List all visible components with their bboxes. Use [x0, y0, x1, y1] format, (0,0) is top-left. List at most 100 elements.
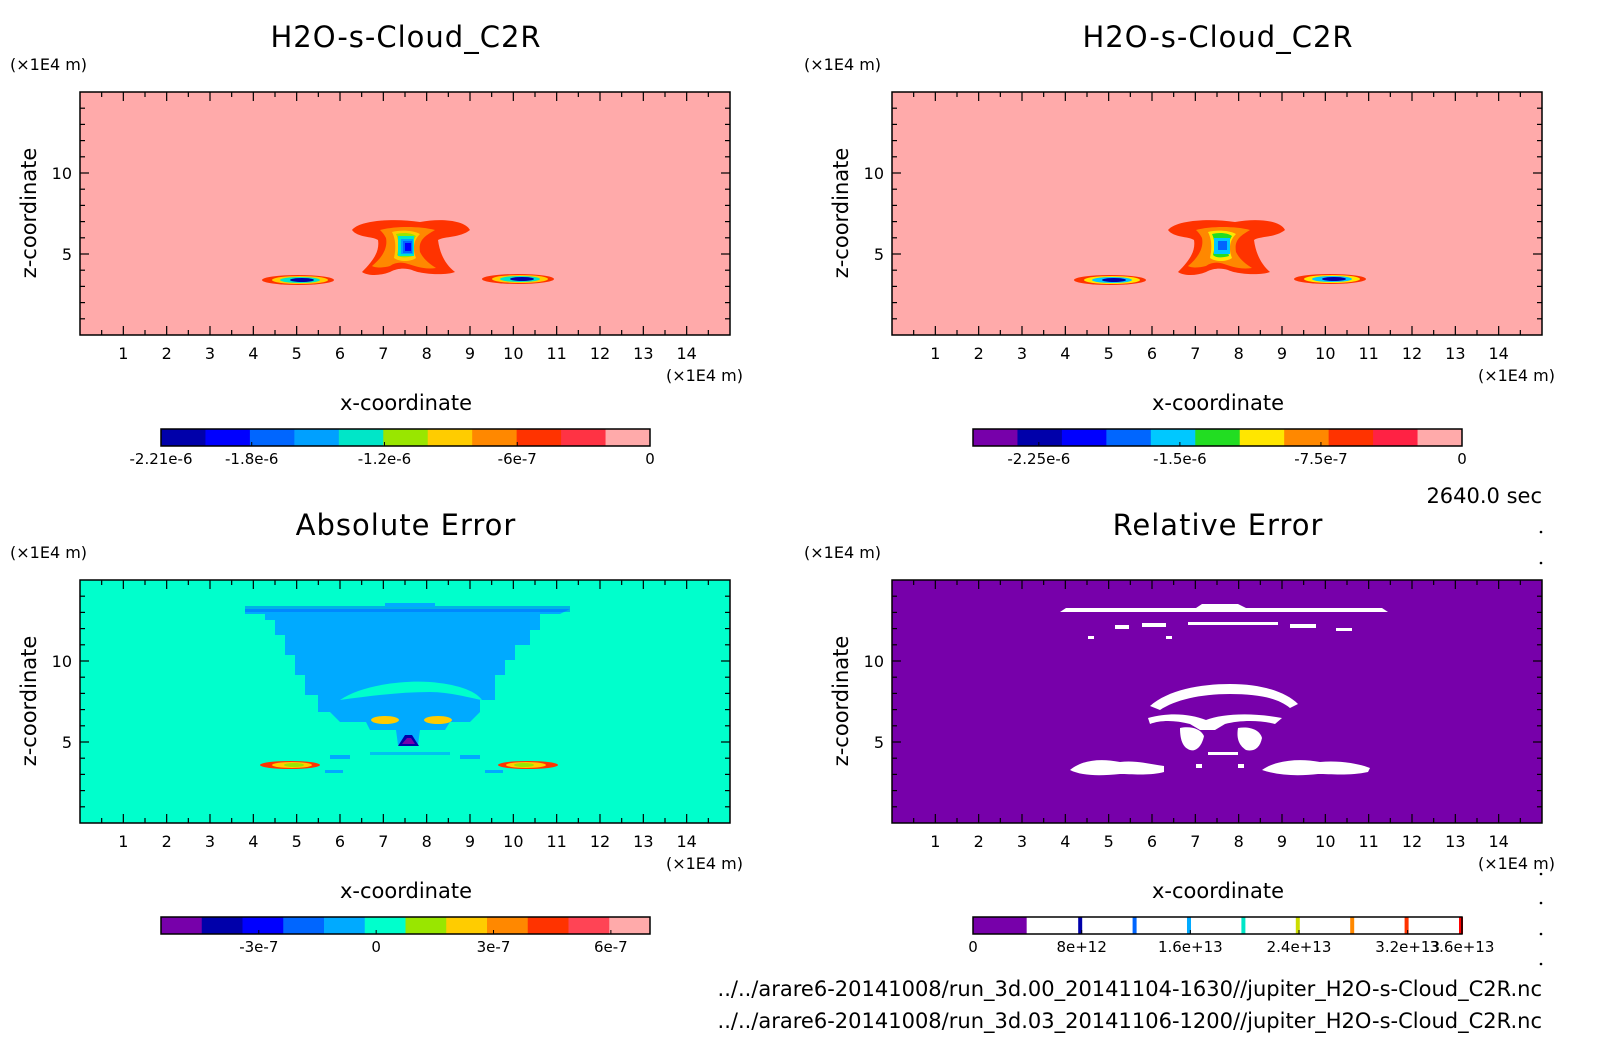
x-axis-title: x-coordinate	[340, 391, 472, 415]
contour-core-deep	[405, 243, 411, 251]
colorbar-segment	[527, 917, 569, 934]
x-tick-label: 12	[590, 344, 610, 363]
colorbar-tick-label: 0	[1457, 450, 1467, 468]
x-tick-label: 11	[1358, 832, 1378, 851]
y-tick-label: 5	[874, 245, 884, 264]
panel-title: Absolute Error	[296, 508, 517, 542]
x-tick-label: 6	[335, 832, 345, 851]
x-tick-label: 10	[503, 344, 523, 363]
y-axis-title: z-coordinate	[829, 148, 853, 279]
colorbar-segment	[973, 429, 1018, 446]
contour-right-lens-blue	[1322, 277, 1346, 281]
colorbar-segment	[405, 917, 447, 934]
relerr-speck	[1336, 628, 1352, 631]
x-tick-label: 11	[546, 832, 566, 851]
x-tick-label: 5	[1104, 832, 1114, 851]
time-label: 2640.0 sec	[1426, 484, 1542, 508]
x-unit-label: (×1E4 m)	[1478, 854, 1555, 873]
colorbar: 0 8e+12 1.6e+13 2.4e+13 3.2e+133.6e+13	[968, 916, 1494, 956]
error-region-upper	[245, 609, 570, 712]
x-unit-label: (×1E4 m)	[666, 854, 743, 873]
colorbar-segment	[249, 429, 295, 446]
file-path-1: ../../arare6-20141008/run_3d.00_20141104…	[718, 977, 1542, 1002]
colorbar-segment	[1106, 429, 1152, 446]
x-tick-label: 14	[1488, 344, 1508, 363]
colorbar-tick-label: 0	[968, 938, 978, 956]
y-tick-label: 10	[864, 652, 884, 671]
contour-left-lens-blue	[1102, 278, 1126, 282]
x-tick-label: 9	[1277, 832, 1287, 851]
panel-title: H2O-s-Cloud_C2R	[270, 20, 541, 54]
colorbar-tick-label: -1.2e-6	[358, 450, 411, 468]
error-left-lens-green	[284, 763, 304, 767]
colorbar-segment	[1459, 917, 1463, 934]
error-speck	[485, 770, 503, 773]
colorbar-segment	[1241, 917, 1246, 934]
panel-cloud-run03: H2O-s-Cloud_C2R (×1E4 m) 1 2 3 4 5 6 7 8 9 10 11 12…	[804, 20, 1555, 468]
x-tick-label: 10	[1315, 344, 1335, 363]
x-tick-label: 7	[1190, 832, 1200, 851]
x-axis-title: x-coordinate	[340, 879, 472, 903]
y-axis-title: z-coordinate	[17, 636, 41, 767]
y-tick-label: 10	[864, 164, 884, 183]
x-tick-label: 12	[1402, 832, 1422, 851]
colorbar-tick-label: -1.5e-6	[1153, 450, 1206, 468]
colorbar-tick-label: -7.5e-7	[1294, 450, 1347, 468]
colorbar-tick-label: -2.25e-6	[1007, 450, 1070, 468]
relerr-left-cloud	[1070, 760, 1164, 776]
colorbar: -2.25e-6 -1.5e-6 -7.5e-7 0	[972, 428, 1467, 468]
colorbar-segment	[1295, 917, 1300, 934]
x-tick-label: 2	[974, 832, 984, 851]
colorbar-segment	[516, 429, 562, 446]
x-tick-label: 9	[1277, 344, 1287, 363]
y-tick-label: 10	[52, 652, 72, 671]
colorbar-segment	[487, 917, 529, 934]
x-tick-label: 6	[1147, 344, 1157, 363]
y-tick-label: 5	[874, 733, 884, 752]
relerr-blob-left	[1180, 727, 1204, 751]
x-tick-label: 7	[378, 832, 388, 851]
relerr-top-band	[1060, 604, 1388, 612]
colorbar: -3e-7 0 3e-7 6e-7	[160, 916, 651, 956]
colorbar-tick-label: -2.21e-6	[130, 450, 193, 468]
x-tick-label: 4	[248, 832, 258, 851]
panel-title: H2O-s-Cloud_C2R	[1082, 20, 1353, 54]
y-axis-title: z-coordinate	[829, 636, 853, 767]
y-axis-title: z-coordinate	[17, 148, 41, 279]
colorbar-segment	[338, 429, 384, 446]
contour-right-lens-blue	[510, 277, 534, 281]
x-tick-label: 3	[205, 344, 215, 363]
colorbar-segment	[1186, 917, 1191, 934]
colorbar-segment	[1417, 429, 1463, 446]
colorbar-segment	[364, 917, 406, 934]
error-yellow-right	[424, 716, 452, 724]
x-tick-label: 13	[633, 832, 653, 851]
colorbar-segment	[973, 917, 1027, 934]
x-tick-label: 3	[1017, 832, 1027, 851]
colorbar-segment	[1195, 429, 1241, 446]
error-speck	[325, 770, 343, 773]
error-band-top-2	[385, 603, 435, 607]
x-tick-label: 3	[205, 832, 215, 851]
y-unit-label: (×1E4 m)	[804, 55, 881, 74]
colorbar-tick-label: 2.4e+13	[1267, 938, 1332, 956]
x-tick-label: 11	[1358, 344, 1378, 363]
colorbar-segment	[1239, 429, 1285, 446]
colorbar-segment	[283, 917, 325, 934]
x-tick-label: 8	[1234, 344, 1244, 363]
x-tick-label: 4	[248, 344, 258, 363]
x-tick-label: 12	[590, 832, 610, 851]
x-tick-label: 8	[422, 832, 432, 851]
x-tick-label: 10	[1315, 832, 1335, 851]
relerr-arc-lower	[1148, 714, 1282, 730]
colorbar-segment	[472, 429, 518, 446]
colorbar-segment	[1078, 917, 1083, 934]
colorbar-segment	[242, 917, 284, 934]
x-tick-label: 4	[1060, 344, 1070, 363]
x-tick-label: 1	[118, 344, 128, 363]
x-tick-label: 3	[1017, 344, 1027, 363]
